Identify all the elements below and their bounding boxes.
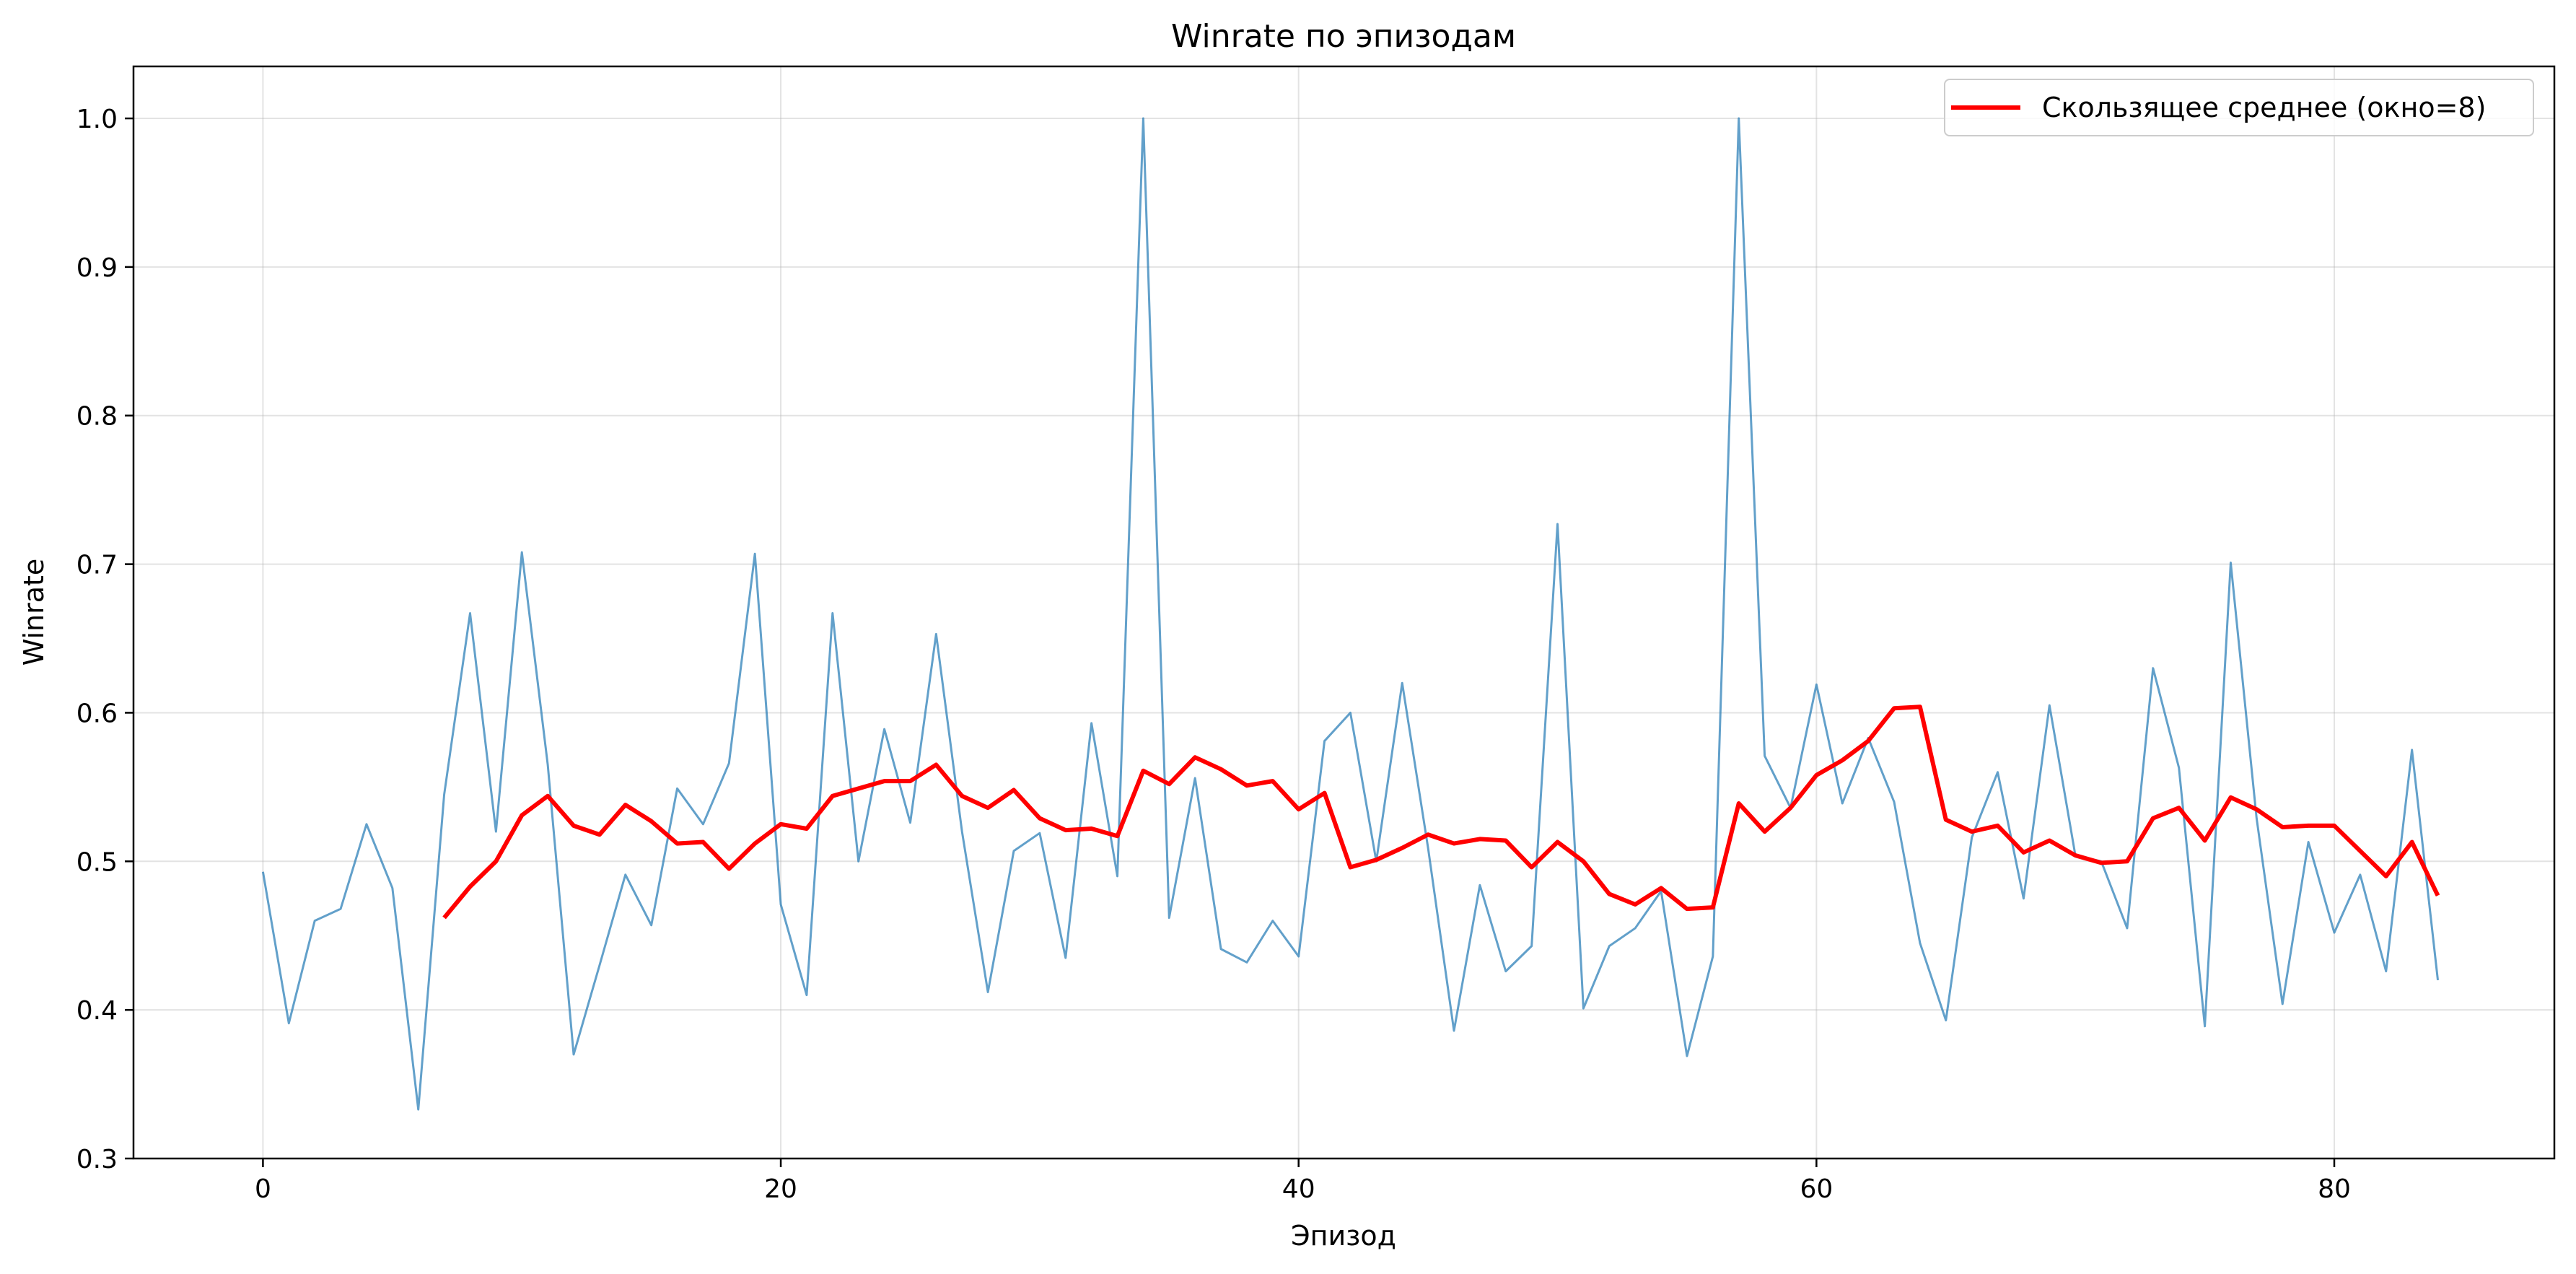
plot-series [261, 117, 2440, 1111]
y-tick-label: 0.4 [76, 996, 118, 1026]
x-tick-label: 20 [764, 1174, 797, 1204]
x-tick-label: 40 [1282, 1174, 1315, 1204]
y-tick-label: 1.0 [76, 105, 118, 134]
x-tick-label: 80 [2318, 1174, 2351, 1204]
y-tick-label: 0.6 [76, 699, 118, 728]
y-tick-label: 0.5 [76, 847, 118, 877]
y-axis-ticks: 0.3 0.4 0.5 0.6 0.7 0.8 0.9 1.0 [76, 105, 133, 1174]
plot-frame [132, 65, 2556, 1160]
y-axis-label: Winrate [18, 559, 50, 666]
series-line-moving-average [442, 704, 2440, 920]
y-tick-label: 0.9 [76, 253, 118, 283]
y-tick-label: 0.8 [76, 402, 118, 432]
y-tick-label: 0.3 [76, 1145, 118, 1174]
legend: Скользящее среднее (окно=8) [1944, 79, 2534, 136]
legend-label-moving-average: Скользящее среднее (окно=8) [2042, 92, 2486, 123]
y-tick-label: 0.7 [76, 551, 118, 580]
chart-title: Winrate по эпизодам [1171, 18, 1516, 55]
x-tick-label: 0 [255, 1174, 271, 1204]
x-axis-label: Эпизод [1291, 1220, 1396, 1252]
x-tick-label: 60 [1800, 1174, 1833, 1204]
legend-box [1944, 79, 2534, 136]
x-axis-ticks: 0 20 40 60 80 [255, 1159, 2351, 1204]
